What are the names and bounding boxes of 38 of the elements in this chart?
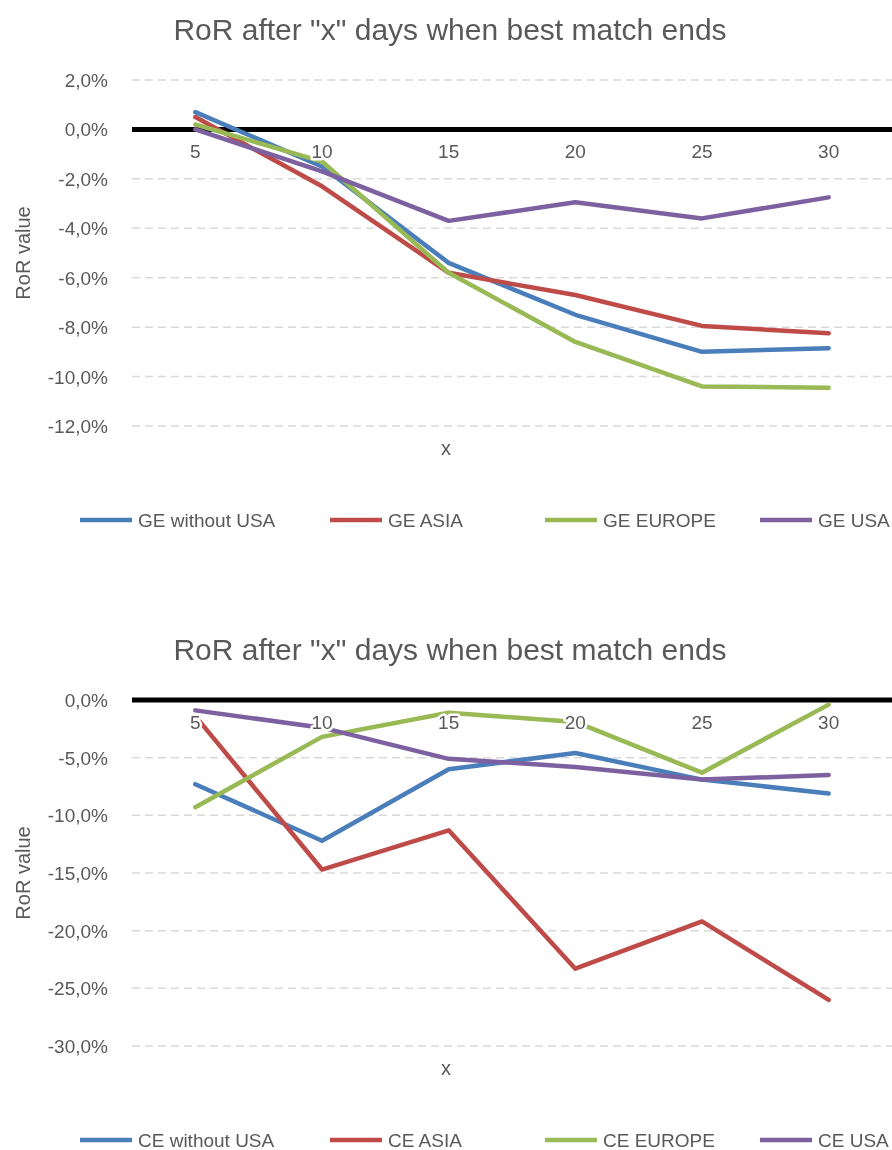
x-tick-label: 15 [438,141,460,163]
chart-title: RoR after "x" days when best match ends [173,633,727,666]
legend-label: GE without USA [138,510,276,531]
x-tick-label: 30 [818,141,840,163]
x-tick-label: 25 [691,712,713,733]
y-axis-title: RoR value [12,206,34,300]
y-tick-label: 0,0% [64,690,109,711]
x-tick-label: 10 [311,141,333,163]
x-tick-label: 5 [190,141,201,163]
legend-label: CE EUROPE [603,1130,715,1150]
y-tick-label: -4,0% [58,218,109,240]
y-tick-label: -6,0% [58,267,109,289]
y-tick-label: 0,0% [64,119,109,141]
legend-label: CE ASIA [388,1130,463,1150]
legend-label: CE without USA [138,1130,275,1150]
x-axis-title: x [441,1057,451,1079]
legend-label: CE USA [818,1130,890,1150]
legend-label: GE USA [818,510,891,531]
y-tick-label: -5,0% [58,747,109,769]
x-axis-title: x [441,437,451,459]
x-tick-label: 25 [691,141,713,163]
legend-label: GE EUROPE [603,510,716,531]
x-tick-label: 15 [438,712,460,733]
legend-label: GE ASIA [388,510,464,531]
y-tick-label: -8,0% [58,317,109,339]
y-tick-label: -25,0% [47,978,109,1000]
y-tick-label: -10,0% [47,805,109,827]
y-axis-title: RoR value [12,826,34,920]
x-tick-label: 20 [564,141,586,163]
y-tick-label: -10,0% [47,366,109,388]
y-tick-label: -15,0% [47,863,109,884]
y-tick-label: -20,0% [47,920,109,942]
chart-title: RoR after "x" days when best match ends [173,13,727,46]
y-tick-label: -2,0% [58,168,109,190]
y-tick-label: 2,0% [64,70,109,91]
y-tick-label: -30,0% [47,1036,109,1057]
x-tick-label: 30 [818,712,840,733]
y-tick-label: -12,0% [47,416,109,437]
